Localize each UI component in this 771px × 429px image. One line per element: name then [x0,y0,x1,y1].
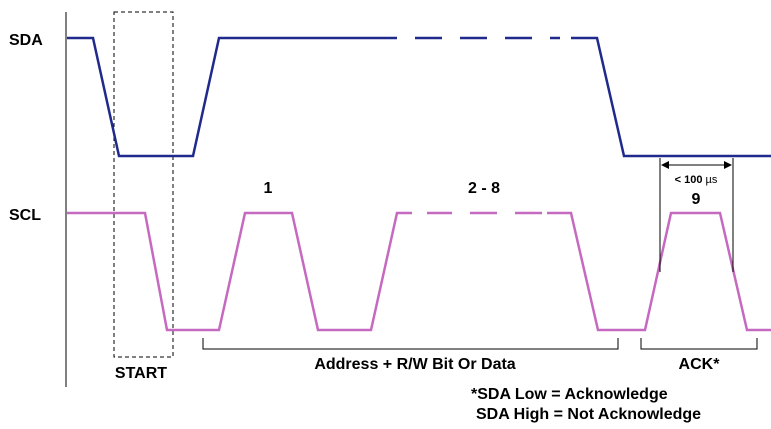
sda-waveform [67,36,771,158]
address-bracket [202,338,619,350]
start-label: START [115,365,167,382]
sda-trace-1 [67,36,397,158]
timing-label-unit: µs [706,174,718,186]
scl-trace-1 [67,211,412,332]
sda-label: SDA [9,32,43,49]
scl-waveform [67,211,771,332]
clock-pulse-1-label: 1 [264,180,273,197]
scl-trace-2 [547,211,771,332]
note-line-2: SDA High = Not Acknowledge [476,406,701,423]
timing-label: < 100 µs [675,174,718,186]
timing-arrowhead-left [661,161,669,169]
scl-label: SCL [9,207,41,224]
clock-pulse-9-label: 9 [692,191,701,208]
ack-label: ACK* [679,356,721,373]
address-label: Address + R/W Bit Or Data [314,356,515,373]
ack-bracket [640,338,758,350]
start-marker-box [113,11,174,358]
timing-arrowhead-right [724,161,732,169]
clock-pulse-2-8-label: 2 - 8 [468,180,500,197]
sda-trace-2 [571,36,771,158]
note-line-1: *SDA Low = Acknowledge [471,386,668,403]
timing-label-prefix: < 100 [675,174,706,186]
